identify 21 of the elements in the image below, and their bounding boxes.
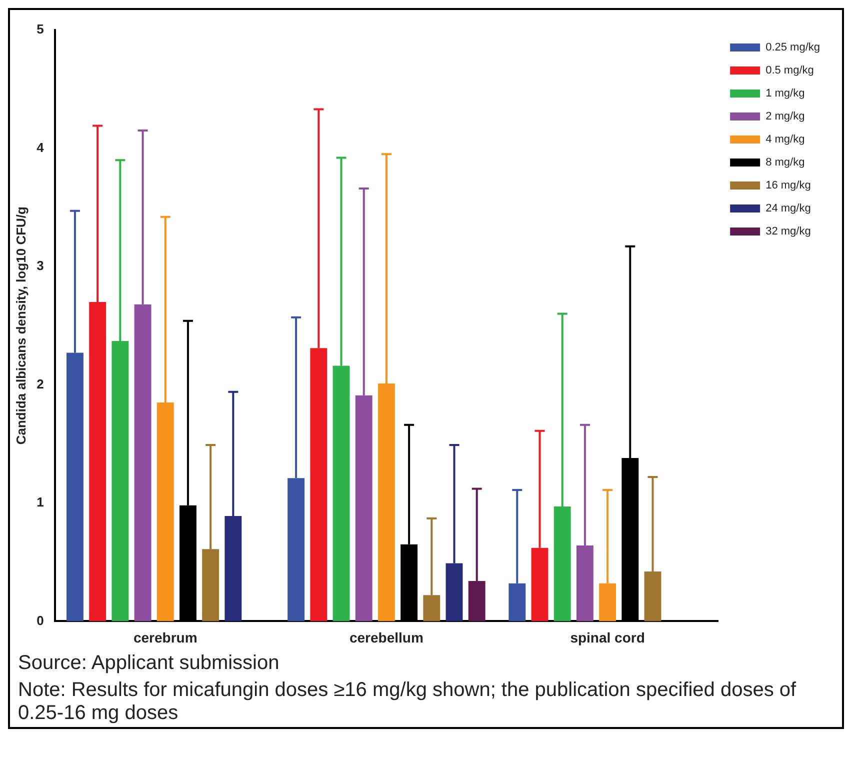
- y-tick-label: 1: [36, 494, 44, 510]
- y-axis-title: Candida albicans density, log10 CFU/g: [13, 206, 28, 445]
- source-note: Source: Applicant submission: [17, 651, 280, 676]
- legend-label: 16 mg/kg: [766, 180, 811, 192]
- text: Note: Results for micafungin doses ≥16 mg/kg shown; the publication specified doses of 0.25-16 mg doses: [17, 678, 798, 726]
- legend-label: 1 mg/kg: [766, 88, 805, 100]
- y-tick-label: 4: [36, 140, 45, 155]
- legend-label: 0.25 mg/kg: [766, 42, 820, 54]
- y-tick-label: 5: [36, 22, 44, 37]
- legend-label: 24 mg/kg: [766, 202, 811, 215]
- x-tick-label: spinal cord: [570, 629, 645, 646]
- y-tick-label: 0: [36, 612, 44, 628]
- legend-label: 32 mg/kg: [766, 226, 811, 238]
- x-tick-label: cerebrum: [133, 629, 198, 646]
- y-tick-label: 2: [36, 376, 44, 392]
- legend-label: 0.5 mg/kg: [766, 64, 814, 77]
- legend-label: 8 mg/kg: [766, 156, 805, 169]
- y-tick-label: 3: [36, 258, 44, 274]
- x-tick-label: cerebellum: [349, 629, 424, 646]
- legend-label: 4 mg/kg: [766, 134, 805, 146]
- legend-label: 2 mg/kg: [766, 110, 805, 123]
